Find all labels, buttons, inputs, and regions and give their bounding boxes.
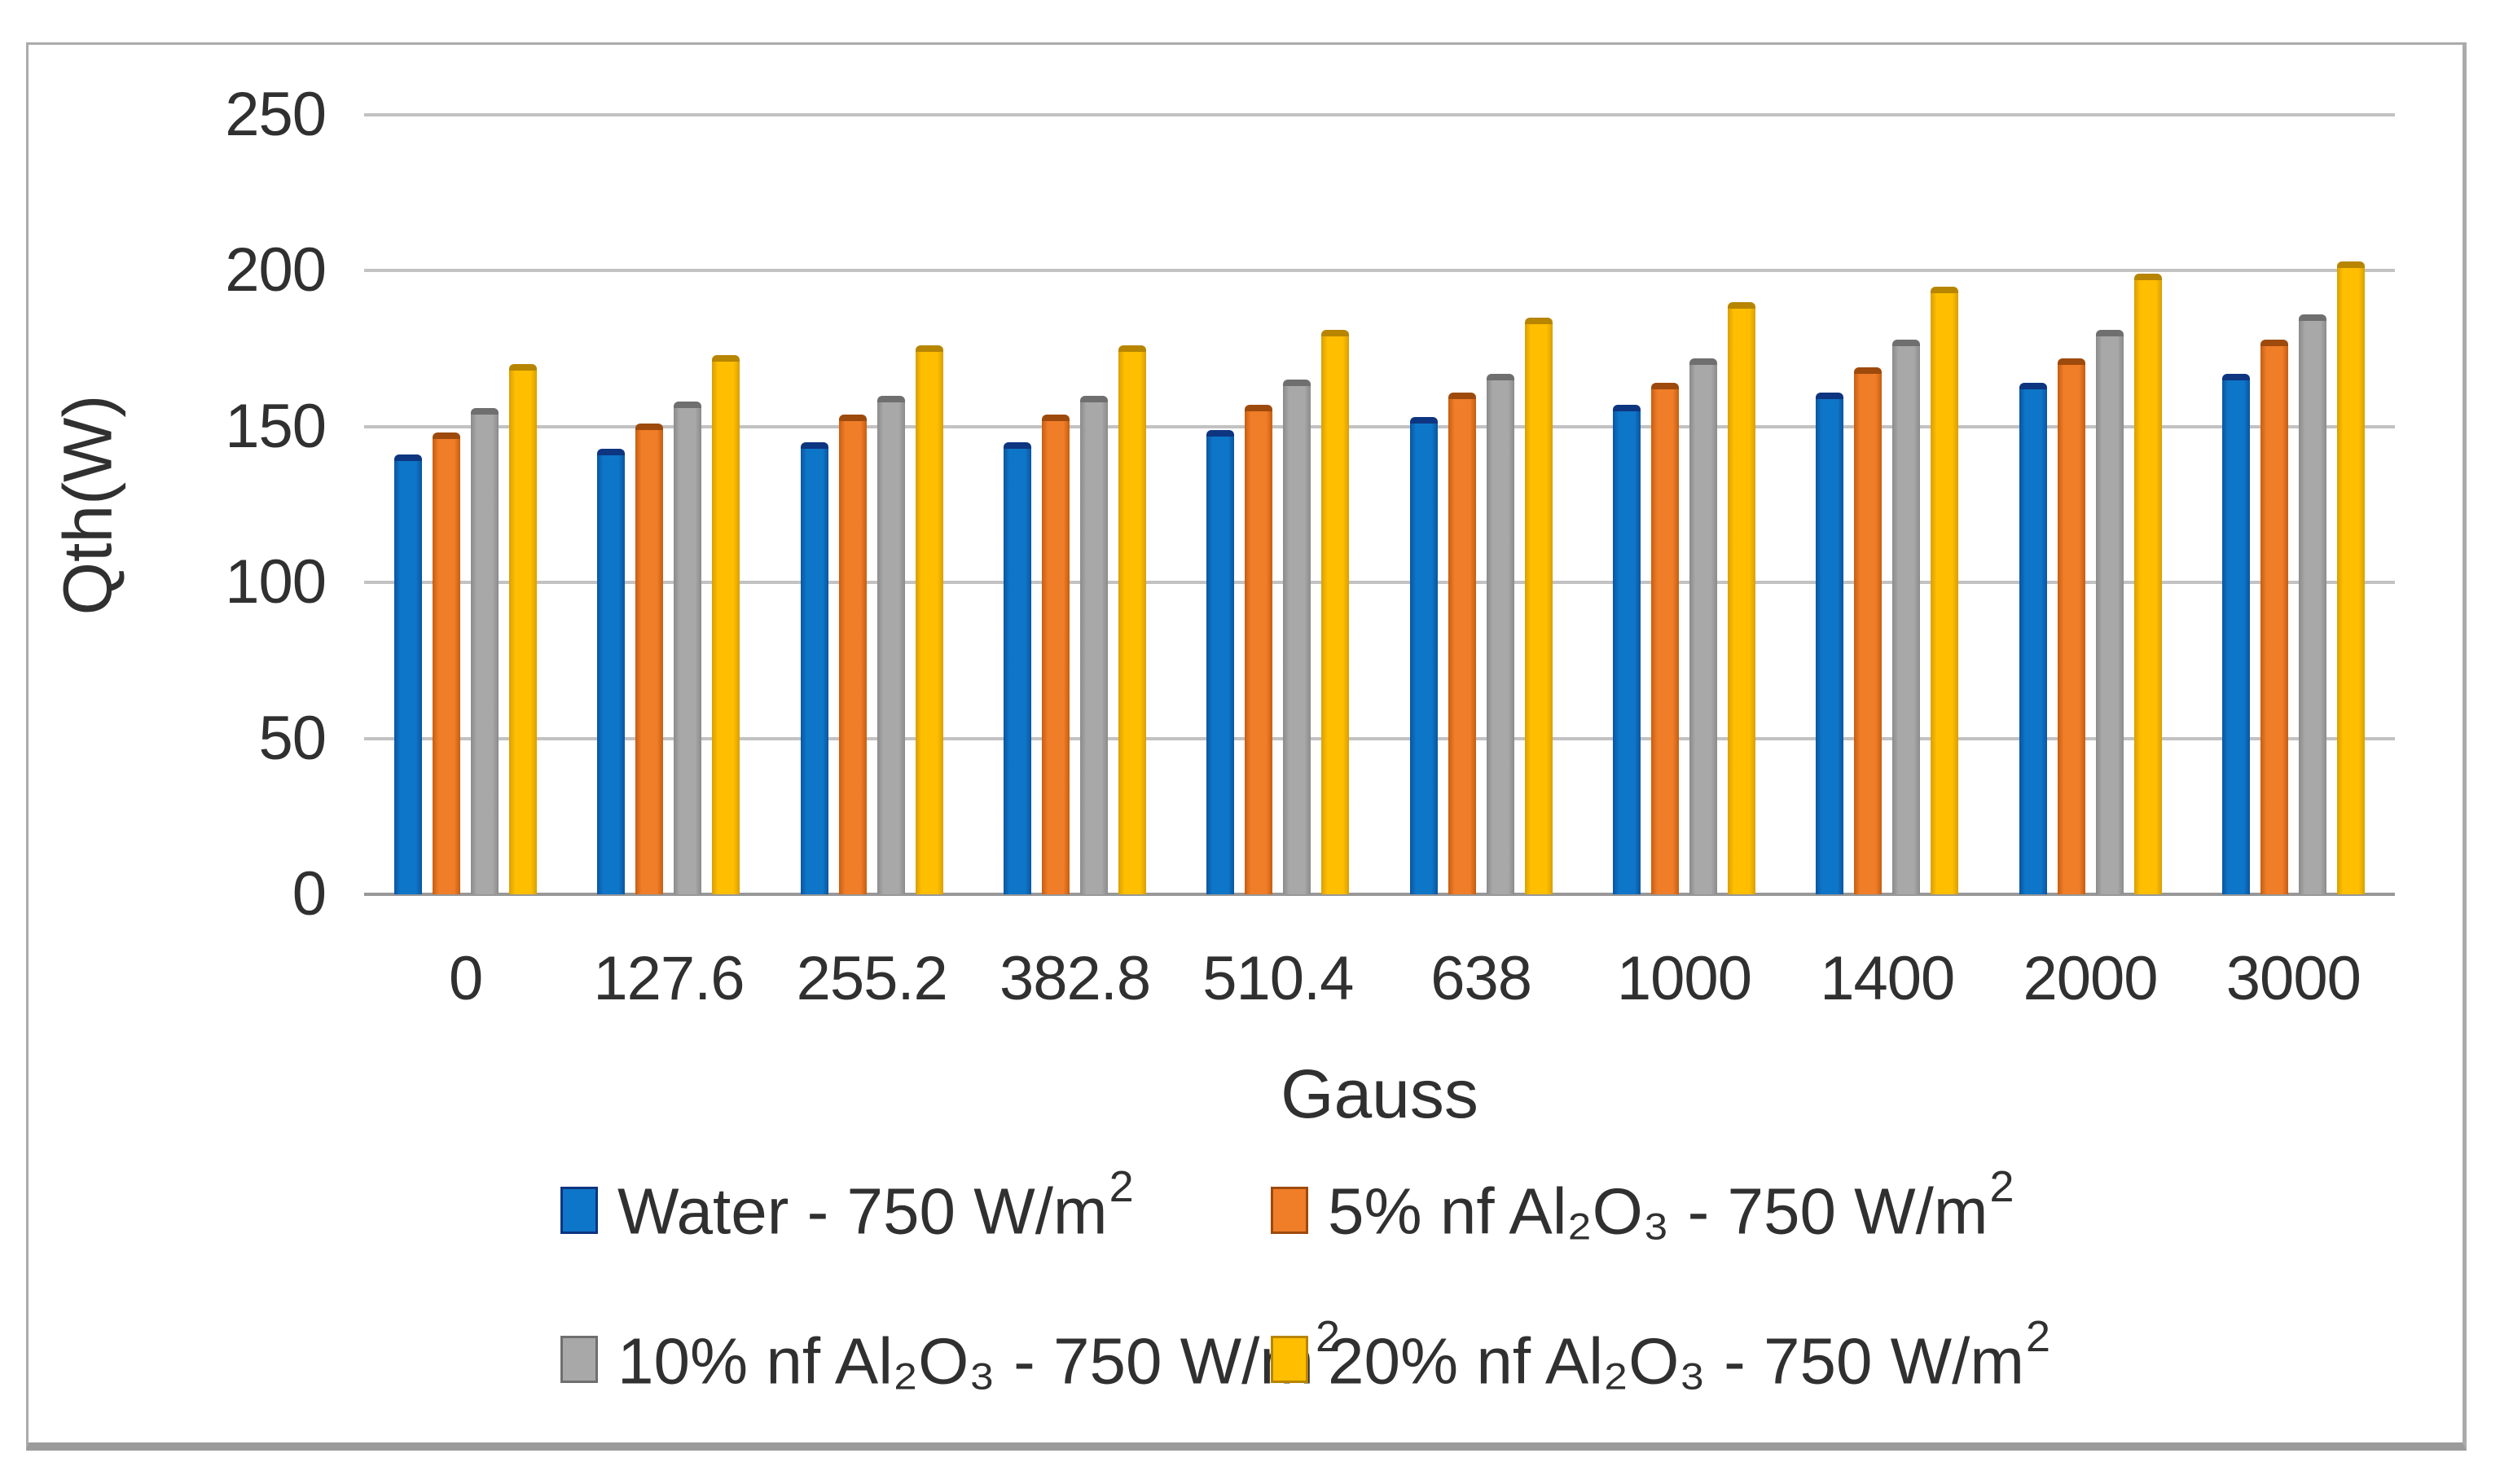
y-tick-label-200: 200 [225, 235, 327, 305]
legend-label: 20% nf Al₂O₃ - 750 W/m2 [1328, 1311, 2051, 1398]
legend-swatch-icon [1271, 1336, 1308, 1384]
gridline-250 [364, 113, 2395, 116]
bar-group-127.6 [567, 115, 770, 894]
x-tick-label-510.4: 510.4 [1202, 944, 1354, 1013]
bar-Water-1400 [1816, 392, 1844, 894]
gridline-0 [364, 893, 2395, 896]
bar-10%-127.6 [674, 402, 702, 894]
y-axis-title: Qth(W) [49, 394, 126, 616]
legend-label: 5% nf Al₂O₃ - 750 W/m2 [1328, 1162, 2014, 1248]
x-axis-tick-labels: 0 127.6 255.2 382.8 510.4 638 1000 1400 2000 3000 [364, 943, 2395, 1014]
bar-group-510.4 [1176, 115, 1379, 894]
bar-group-382.8 [973, 115, 1176, 894]
legend-label: 10% nf Al₂O₃ - 750 W/m2 [617, 1311, 1341, 1398]
bar-10%-0 [471, 407, 499, 894]
bar-10%-2000 [2095, 330, 2124, 894]
x-tick-label-255.2: 255.2 [796, 944, 948, 1013]
bar-Water-638 [1409, 417, 1438, 894]
bar-Water-3000 [2221, 373, 2250, 894]
legend-item: 20% nf Al₂O₃ - 750 W/m2 [1271, 1311, 2051, 1399]
x-tick-label-3000: 3000 [2225, 944, 2361, 1013]
bar-5%-255.2 [838, 414, 867, 894]
legend-item: Water - 750 W/m2 [560, 1162, 1271, 1249]
chart-legend: Water - 750 W/m2 5% nf Al₂O₃ - 750 W/m2 10… [560, 1162, 2051, 1399]
x-tick-label-382.8: 382.8 [999, 944, 1151, 1013]
plot-area [364, 113, 2395, 896]
bar-5%-0 [433, 432, 461, 894]
y-tick-label-0: 0 [292, 859, 327, 929]
legend-item: 10% nf Al₂O₃ - 750 W/m2 [560, 1312, 1340, 1399]
bar-20%-1400 [1931, 286, 1959, 894]
bar-5%-1400 [1854, 367, 1883, 894]
x-tick-label-0: 0 [449, 944, 483, 1013]
bar-20%-382.8 [1118, 345, 1147, 894]
bar-5%-3000 [2260, 339, 2288, 894]
bar-group-1000 [1583, 115, 1786, 894]
y-tick-label-250: 250 [225, 80, 327, 149]
x-axis-title: Gauss [1281, 1056, 1478, 1132]
bar-20%-255.2 [915, 345, 943, 894]
legend-item: 5% nf Al₂O₃ - 750 W/m2 [1271, 1162, 2049, 1249]
bar-5%-510.4 [1245, 405, 1273, 894]
bar-5%-127.6 [635, 423, 664, 894]
legend-label: Water - 750 W/m2 [617, 1162, 1134, 1248]
bar-5%-2000 [2057, 358, 2085, 894]
bar-20%-2000 [2133, 274, 2162, 894]
gridline-150 [364, 424, 2395, 428]
bar-10%-638 [1486, 373, 1514, 894]
bar-20%-3000 [2336, 261, 2365, 894]
bar-20%-127.6 [712, 354, 740, 894]
bar-10%-255.2 [876, 395, 905, 894]
bar-Water-255.2 [800, 441, 828, 894]
bars-layer [364, 115, 2395, 894]
legend-swatch-icon [560, 1186, 598, 1234]
legend-swatch-icon [1271, 1186, 1308, 1234]
y-tick-label-150: 150 [225, 391, 327, 461]
bar-10%-3000 [2298, 314, 2326, 894]
bar-20%-638 [1524, 317, 1553, 894]
bar-group-1400 [1786, 115, 1988, 894]
bar-10%-382.8 [1080, 395, 1109, 894]
bar-20%-510.4 [1321, 330, 1350, 894]
bar-Water-0 [394, 454, 423, 894]
bar-Water-510.4 [1206, 429, 1235, 894]
bar-group-0 [364, 115, 567, 894]
bar-10%-1400 [1892, 339, 1921, 894]
bar-Water-127.6 [597, 448, 626, 894]
bar-group-255.2 [771, 115, 973, 894]
y-tick-label-50: 50 [258, 703, 327, 773]
bar-5%-1000 [1650, 383, 1679, 894]
bar-group-2000 [1988, 115, 2191, 894]
bar-Water-382.8 [1004, 441, 1032, 894]
gridline-100 [364, 581, 2395, 585]
gridline-200 [364, 269, 2395, 273]
legend-swatch-icon [560, 1336, 598, 1384]
bar-group-638 [1379, 115, 1582, 894]
bar-5%-382.8 [1042, 414, 1070, 894]
x-tick-label-1400: 1400 [1820, 944, 1955, 1013]
x-tick-label-2000: 2000 [2023, 944, 2158, 1013]
y-tick-label-100: 100 [225, 547, 327, 617]
gridline-50 [364, 736, 2395, 740]
bar-10%-1000 [1689, 358, 1717, 894]
bar-Water-2000 [2019, 383, 2047, 894]
bar-20%-1000 [1727, 301, 1755, 894]
bar-Water-1000 [1612, 405, 1641, 894]
x-tick-label-1000: 1000 [1616, 944, 1752, 1013]
bar-20%-0 [509, 364, 538, 894]
bar-5%-638 [1448, 392, 1476, 894]
bar-10%-510.4 [1283, 380, 1311, 894]
x-tick-label-127.6: 127.6 [593, 944, 745, 1013]
x-tick-label-638: 638 [1430, 944, 1532, 1013]
bar-group-3000 [2192, 115, 2395, 894]
